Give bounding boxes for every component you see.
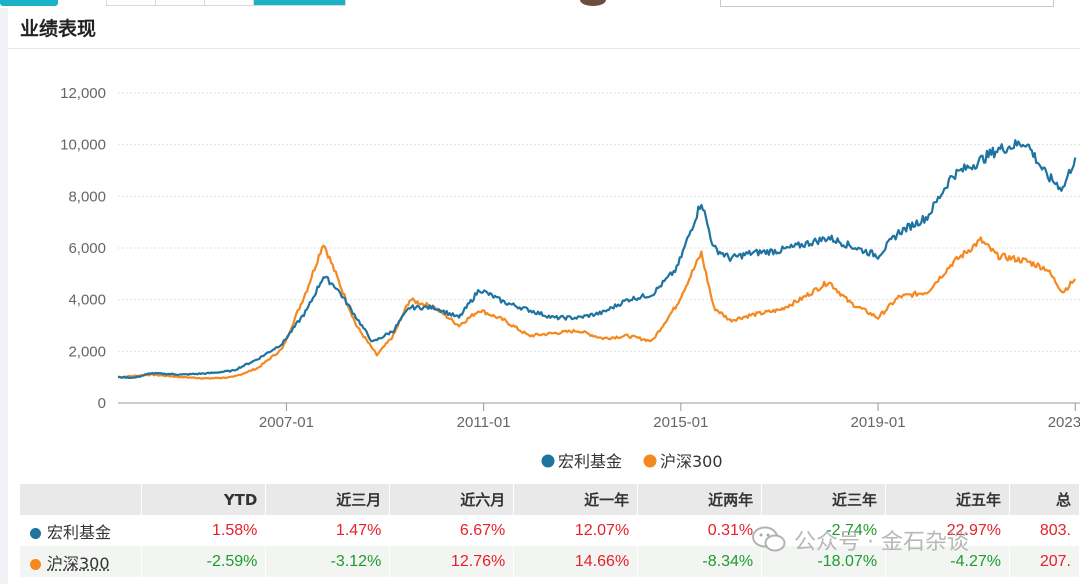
table-cell: -8.34% [637,546,763,577]
title-divider [8,48,1080,49]
col-header-ytd: YTD [141,484,267,515]
period-tab-3[interactable] [205,0,254,5]
fund-legend-dot-icon [541,454,555,468]
table-cell: 803. [1009,515,1080,546]
table-cell: 14.66% [513,546,639,577]
table-cell: 22.97% [885,515,1010,546]
table-header-blank [20,484,143,515]
x-tick-label: 2023-01 [1048,414,1080,431]
chart-legend: 宏利基金 沪深300 [541,452,723,471]
section-title: 业绩表现 [20,18,97,40]
row-name-cell: 宏利基金 [20,515,143,546]
series-lines [117,139,1077,380]
table-cell: 12.76% [389,546,515,577]
y-tick-label: 4,000 [68,292,106,309]
top-tab-active[interactable] [0,0,58,6]
table-cell: 1.58% [141,515,267,546]
y-tick-label: 12,000 [60,85,106,102]
col-header-2y: 近两年 [637,484,763,515]
performance-table: YTD 近三月 近六月 近一年 近两年 近三年 近五年 总 宏利基金 1.58%… [20,484,1080,577]
top-bar [0,0,1080,8]
table-row: 宏利基金 1.58% 1.47% 6.67% 12.07% 0.31% -2.7… [20,515,1080,546]
table-row: 沪深300 -2.59% -3.12% 12.76% 14.66% -8.34%… [20,546,1080,577]
table-cell: 12.07% [513,515,639,546]
col-header-total: 总 [1009,484,1080,515]
y-tick-label: 10,000 [60,137,106,154]
table-cell: -3.12% [265,546,391,577]
period-tab-active[interactable] [253,0,345,5]
avatar [580,0,606,6]
y-tick-label: 6,000 [68,240,106,257]
table-cell: 1.47% [265,515,391,546]
toolbar-box[interactable] [720,0,1054,7]
index-legend-dot-icon [643,454,657,468]
fund-series-line [117,139,1077,380]
row-name: 宏利基金 [47,522,112,542]
col-header-6m: 近六月 [389,484,515,515]
y-axis-ticks: 0 2,000 4,000 6,000 8,000 10,000 12,000 [60,85,106,412]
fund-dot-icon [30,527,41,539]
col-header-1y: 近一年 [513,484,639,515]
y-tick-label: 0 [98,395,106,412]
table-cell: 6.67% [389,515,515,546]
table-cell: 207. [1009,546,1080,577]
col-header-3m: 近三月 [265,484,391,515]
y-tick-label: 8,000 [68,188,106,205]
table-cell: 0.31% [637,515,763,546]
x-tick-label: 2015-01 [653,414,708,431]
period-tab-1[interactable] [107,0,156,5]
x-tick-label: 2007-01 [259,414,314,431]
table-cell: -2.74% [761,515,887,546]
table-header-row: YTD 近三月 近六月 近一年 近两年 近三年 近五年 总 [20,484,1080,515]
x-axis-ticks: 2007-01 2011-01 2015-01 2019-01 2023-01 [259,403,1080,431]
x-tick-label: 2011-01 [457,414,511,431]
table-cell: -4.27% [885,546,1010,577]
x-tick-label: 2019-01 [851,414,906,431]
col-header-3y: 近三年 [761,484,887,515]
fund-legend-label: 宏利基金 [558,452,622,471]
index-legend-label: 沪深300 [660,452,723,471]
col-header-5y: 近五年 [885,484,1010,515]
y-tick-label: 2,000 [68,343,106,360]
performance-line-chart: 0 2,000 4,000 6,000 8,000 10,000 12,000 2007-0… [60,85,1080,471]
period-tab-2[interactable] [156,0,205,5]
table-cell: -18.07% [761,546,887,577]
index-series-line [117,236,1077,380]
index-dot-icon [30,558,41,570]
table-cell: -2.59% [141,546,267,577]
row-name[interactable]: 沪深300 [47,553,110,573]
row-name-cell: 沪深300 [20,546,143,577]
period-tabs [106,0,346,6]
